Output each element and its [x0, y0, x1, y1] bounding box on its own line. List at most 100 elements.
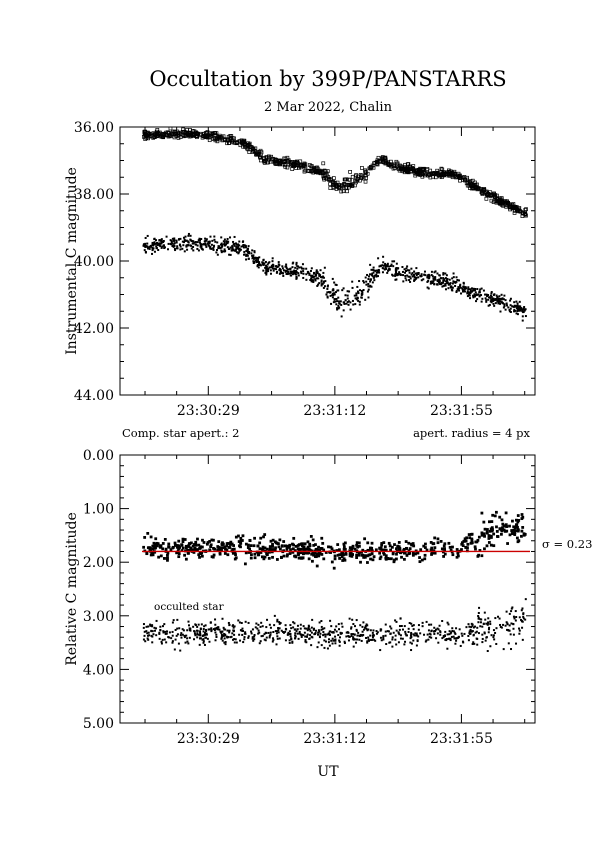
data-point: [333, 639, 336, 642]
data-point: [232, 624, 235, 627]
data-point: [315, 269, 318, 272]
data-point: [155, 634, 158, 637]
data-point: [258, 642, 261, 645]
data-point: [429, 541, 433, 544]
data-point: [320, 284, 323, 287]
data-point: [148, 246, 151, 249]
data-point: [217, 540, 221, 544]
data-point: [243, 638, 246, 641]
data-point: [336, 300, 339, 303]
data-point: [491, 513, 495, 517]
data-point: [295, 275, 298, 278]
data-point: [442, 279, 445, 282]
data-point: [375, 269, 378, 272]
data-point: [143, 630, 146, 633]
data-point: [289, 635, 292, 638]
data-point: [287, 268, 290, 271]
data-point: [192, 242, 195, 245]
data-point: [362, 289, 365, 292]
data-point: [452, 276, 455, 279]
data-point: [409, 169, 414, 174]
data-point: [314, 279, 317, 282]
data-point: [460, 542, 464, 546]
data-point: [212, 248, 215, 251]
data-point: [330, 625, 333, 628]
data-point: [274, 546, 277, 550]
data-point: [175, 247, 178, 250]
data-point: [409, 637, 412, 640]
data-point: [332, 631, 335, 634]
data-point: [324, 640, 327, 643]
chart-subtitle: 2 Mar 2022, Chalin: [264, 100, 393, 115]
data-point: [263, 638, 266, 641]
data-point: [446, 168, 451, 173]
data-point: [460, 632, 463, 635]
data-point: [466, 542, 470, 546]
data-point: [202, 641, 205, 644]
data-point: [278, 538, 282, 542]
data-point: [470, 532, 474, 536]
data-point: [302, 625, 305, 628]
data-point: [477, 617, 480, 620]
data-point: [357, 299, 360, 302]
data-point: [424, 640, 427, 643]
data-point: [243, 250, 246, 253]
data-point: [257, 266, 260, 269]
data-point: [265, 265, 268, 268]
data-point: [300, 634, 303, 637]
data-point: [479, 288, 482, 291]
data-point: [223, 243, 226, 246]
data-point: [472, 287, 475, 290]
data-point: [359, 560, 362, 564]
data-point: [371, 274, 374, 277]
data-point: [143, 249, 146, 252]
data-point: [200, 551, 203, 555]
data-point: [294, 634, 297, 637]
data-point: [231, 551, 235, 555]
data-point: [484, 618, 487, 621]
data-point: [331, 637, 334, 640]
data-point: [239, 138, 244, 143]
data-point: [322, 557, 326, 561]
data-point: [392, 631, 395, 634]
data-point: [445, 638, 448, 641]
data-point: [376, 631, 379, 634]
data-point: [286, 553, 289, 557]
data-point: [463, 632, 466, 635]
data-point: [223, 244, 226, 247]
data-point: [469, 186, 474, 191]
data-point: [271, 260, 274, 263]
data-point: [256, 627, 259, 630]
data-point: [322, 286, 325, 289]
data-point: [309, 278, 312, 281]
data-point: [453, 172, 458, 176]
data-point: [163, 623, 166, 626]
data-point: [265, 270, 268, 273]
data-point: [455, 555, 459, 559]
data-point: [455, 291, 458, 294]
data-point: [363, 537, 367, 541]
data-point: [375, 162, 380, 167]
data-point: [490, 291, 493, 294]
data-point: [261, 545, 265, 549]
data-point: [301, 267, 304, 270]
data-point: [209, 246, 212, 249]
y-tick-label: 4.00: [83, 662, 114, 678]
data-point: [309, 634, 312, 637]
data-point: [218, 546, 222, 550]
data-point: [198, 551, 202, 555]
data-point: [304, 639, 307, 642]
data-point: [515, 300, 518, 303]
data-point: [273, 159, 278, 164]
data-point: [320, 279, 323, 282]
data-point: [258, 262, 261, 265]
data-point: [470, 537, 474, 541]
data-point: [354, 303, 357, 306]
data-point: [510, 607, 513, 610]
data-point: [185, 634, 188, 637]
data-point: [509, 310, 512, 313]
data-point: [262, 158, 267, 163]
data-point: [402, 547, 406, 551]
data-point: [524, 618, 527, 621]
data-point: [166, 556, 169, 560]
